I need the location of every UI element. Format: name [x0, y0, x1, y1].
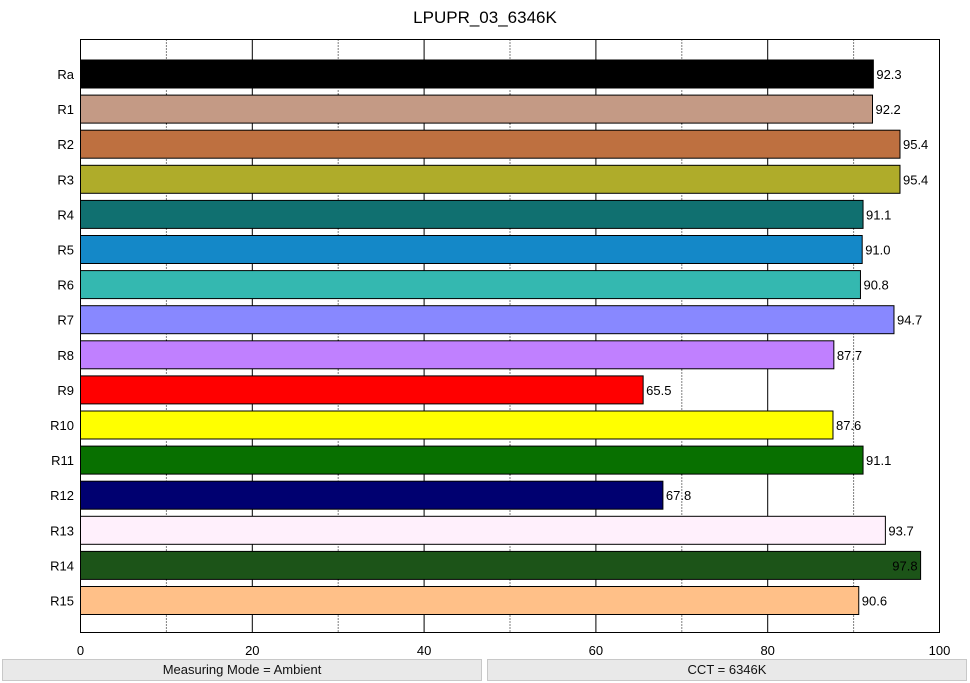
x-tick-label: 60	[589, 643, 603, 658]
value-label: 87.6	[836, 418, 861, 433]
bars	[80, 59, 922, 615]
x-tick-label: 40	[417, 643, 431, 658]
category-label: R5	[57, 243, 74, 258]
bar-r15	[80, 586, 860, 615]
bar-ra	[80, 59, 874, 89]
measuring-mode-status: Measuring Mode = Ambient	[2, 659, 482, 681]
value-label: 93.7	[888, 523, 913, 538]
x-tick-label: 100	[929, 643, 951, 658]
bar-r8	[80, 340, 835, 370]
category-label: R13	[50, 523, 74, 538]
bar-r5	[80, 235, 863, 264]
category-label: Ra	[57, 67, 74, 82]
x-tick-label: 20	[245, 643, 259, 658]
value-label: 65.5	[646, 383, 671, 398]
value-label: 92.2	[875, 102, 900, 117]
bar-r7	[80, 305, 895, 335]
bar-r10	[80, 410, 834, 440]
category-label: R6	[57, 278, 74, 293]
value-label: 91.0	[865, 243, 890, 258]
bar-r12	[80, 480, 664, 510]
x-tick-label: 0	[77, 643, 84, 658]
value-label: 97.8	[892, 558, 917, 573]
category-label: R2	[57, 137, 74, 152]
chart-title: LPUPR_03_6346K	[413, 8, 557, 27]
bar-r14	[80, 550, 922, 580]
plot-area-frame	[80, 39, 940, 633]
value-label: 92.3	[876, 67, 901, 82]
category-label: R12	[50, 488, 74, 503]
value-label: 95.4	[903, 137, 928, 152]
x-tick-label: 80	[760, 643, 774, 658]
value-label: 67.8	[666, 488, 691, 503]
bar-r1	[80, 94, 873, 124]
bar-r9	[80, 375, 644, 405]
category-label: R15	[50, 594, 74, 609]
category-label: R11	[51, 453, 74, 468]
bar-r13	[80, 515, 886, 545]
category-label: R9	[57, 383, 74, 398]
value-label: 95.4	[903, 172, 928, 187]
value-label: 87.7	[837, 348, 862, 363]
x-tick-labels: 0 20 40 60 80 100	[77, 643, 950, 658]
value-label: 90.6	[862, 594, 887, 609]
category-label: R4	[57, 207, 74, 222]
bar-r11	[80, 445, 864, 475]
category-label: R10	[50, 418, 74, 433]
cct-status: CCT = 6346K	[487, 659, 967, 681]
bar-r3	[80, 164, 901, 194]
bar-r4	[80, 199, 864, 229]
value-labels: 92.3 92.2 95.4 95.4 91.1 91.0 90.8 94.7 87.7 65.5…	[646, 67, 928, 609]
category-label: R1	[57, 102, 74, 117]
category-labels: Ra R1 R2 R3 R4 R5 R6 R7 R8 R9 R10 R11 R12 R13 R14 R15	[50, 67, 75, 609]
category-label: R14	[50, 558, 74, 573]
category-label: R3	[57, 172, 74, 187]
category-label: R8	[57, 348, 74, 363]
bar-r6	[80, 270, 861, 300]
value-label: 91.1	[866, 207, 891, 222]
category-label: R7	[57, 313, 74, 328]
cri-bar-chart: LPUPR_03_6346K Ra R1 R2 R3 R4 R5 R6 R7 R8 R9 R10 R1…	[50, 8, 950, 658]
value-label: 90.8	[863, 278, 888, 293]
value-label: 91.1	[866, 453, 891, 468]
bar-r2	[80, 129, 901, 159]
value-label: 94.7	[897, 313, 922, 328]
